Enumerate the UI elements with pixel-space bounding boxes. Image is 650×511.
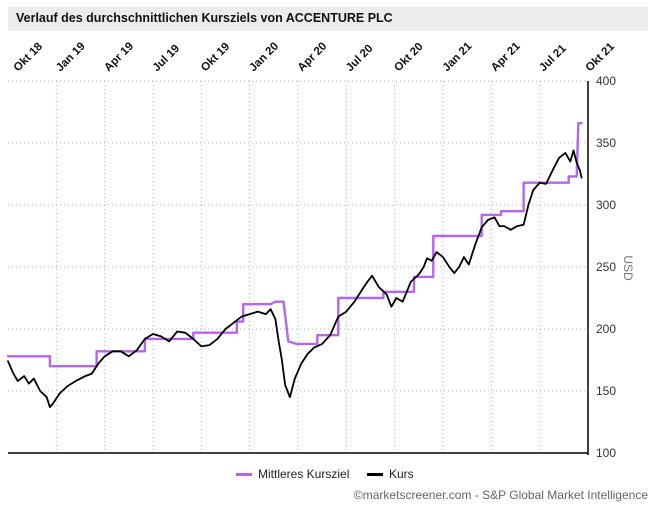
x-tick-label: Jan 21 <box>441 40 475 74</box>
legend-label-target: Mittleres Kursziel <box>258 467 350 481</box>
chart-title: Verlauf des durchschnittlichen Kursziels… <box>16 11 393 25</box>
y-tick-label: 250 <box>596 260 616 274</box>
y-tick-label: 200 <box>596 322 616 336</box>
y-axis-label: USD <box>621 255 635 281</box>
chart-title-bar: Verlauf des durchschnittlichen Kursziels… <box>8 7 648 31</box>
legend-swatch-target <box>236 473 252 476</box>
x-tick-label: Jul 19 <box>151 43 183 75</box>
x-tick-label: Jul 20 <box>344 43 376 75</box>
y-tick-label: 150 <box>596 384 616 398</box>
x-tick-label: Jul 21 <box>537 42 569 74</box>
x-tick-label: Jan 20 <box>247 40 281 74</box>
y-tick-label: 350 <box>596 136 616 150</box>
x-tick-label: Okt 20 <box>392 41 425 74</box>
x-tick-label: Okt 19 <box>199 41 232 74</box>
x-axis-ticks: Okt 18 Jan 19 Apr 19 Jul 19 Okt 19 Jan 20 Apr … <box>12 40 618 74</box>
legend-label-price: Kurs <box>389 467 414 481</box>
x-tick-label: Apr 21 <box>489 40 523 74</box>
y-axis-ticks: 100 150 200 250 300 350 400 <box>596 74 616 460</box>
x-tick-label: Okt 18 <box>12 40 46 74</box>
chart-legend: Mittleres Kursziel Kurs <box>0 466 650 484</box>
x-tick-label: Okt 21 <box>584 40 618 74</box>
x-tick-label: Apr 19 <box>102 40 136 74</box>
series-line-kurs <box>7 149 583 408</box>
source-credit: ©marketscreener.com - S&P Global Market … <box>353 488 648 502</box>
series-line-mittleres-kursziel <box>6 122 583 368</box>
legend-swatch-price <box>367 473 383 476</box>
x-tick-label: Apr 20 <box>296 40 330 74</box>
y-tick-label: 300 <box>596 198 616 212</box>
series-layer <box>6 122 583 408</box>
grid-layer <box>8 80 588 453</box>
y-tick-label: 400 <box>596 74 616 88</box>
y-tick-label: 100 <box>596 446 616 460</box>
x-tick-label: Jan 19 <box>54 40 88 74</box>
